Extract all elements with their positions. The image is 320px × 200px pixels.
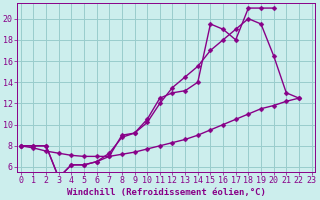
X-axis label: Windchill (Refroidissement éolien,°C): Windchill (Refroidissement éolien,°C): [67, 188, 266, 197]
